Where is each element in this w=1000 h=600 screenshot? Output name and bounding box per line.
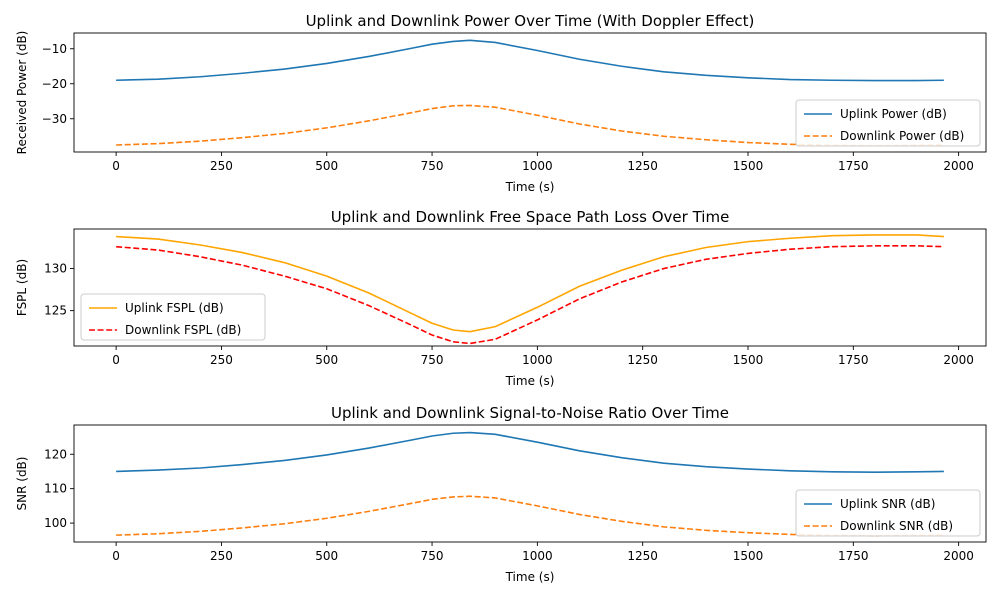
x-tick-label: 0 xyxy=(112,549,120,563)
x-tick-label: 750 xyxy=(421,353,444,367)
axes-frame xyxy=(73,32,987,153)
x-tick-label: 1500 xyxy=(733,549,764,563)
y-tick-label: 110 xyxy=(44,482,67,496)
x-axis-label: Time (s) xyxy=(505,570,555,584)
x-tick-label: 0 xyxy=(112,353,120,367)
y-tick-label: −20 xyxy=(42,77,67,91)
legend-label: Downlink Power (dB) xyxy=(840,129,964,143)
x-tick-label: 1250 xyxy=(627,353,658,367)
axes-frame xyxy=(73,424,987,543)
x-axis-label: Time (s) xyxy=(505,180,555,194)
chart-panel-2: 0 250 500 750 1000 1250 1500 1750 2000 125 130 Upli… xyxy=(15,208,987,388)
x-tick-label: 500 xyxy=(315,159,338,173)
x-tick-label: 2000 xyxy=(943,159,974,173)
chart-panel-3: 0 250 500 750 1000 1250 1500 1750 2000 100 110 120 U… xyxy=(15,404,987,584)
y-tick-label: −30 xyxy=(42,112,67,126)
y-tick-label: 100 xyxy=(44,516,67,530)
x-tick-label: 1750 xyxy=(838,353,869,367)
x-tick-label: 750 xyxy=(421,159,444,173)
x-tick-label: 2000 xyxy=(943,353,974,367)
x-tick-label: 1250 xyxy=(627,549,658,563)
x-tick-label: 1000 xyxy=(522,549,553,563)
legend: Uplink FSPL (dB) Downlink FSPL (dB) xyxy=(80,293,266,341)
chart-title: Uplink and Downlink Free Space Path Loss… xyxy=(331,208,730,226)
legend-box xyxy=(80,293,266,341)
y-axis-label: FSPL (dB) xyxy=(15,259,29,316)
chart-panel-1: 0 250 500 750 1000 1250 1500 1750 2000 −30 −20 −10 U… xyxy=(15,12,987,194)
axes-frame xyxy=(73,228,987,347)
series-line-2 xyxy=(116,245,944,345)
legend-box xyxy=(795,99,981,147)
x-tick-label: 1750 xyxy=(838,159,869,173)
legend-label: Downlink FSPL (dB) xyxy=(125,323,241,337)
x-tick-label: 0 xyxy=(112,159,120,173)
x-tick-label: 250 xyxy=(210,159,233,173)
legend-box xyxy=(795,489,981,537)
x-tick-label: 500 xyxy=(315,549,338,563)
chart-title: Uplink and Downlink Signal-to-Noise Rati… xyxy=(331,404,729,422)
legend-label: Uplink Power (dB) xyxy=(840,107,947,121)
legend-label: Uplink SNR (dB) xyxy=(840,497,935,511)
x-tick-label: 2000 xyxy=(943,549,974,563)
y-tick-label: 120 xyxy=(44,447,67,461)
legend-label: Uplink FSPL (dB) xyxy=(125,301,224,315)
chart-title: Uplink and Downlink Power Over Time (Wit… xyxy=(306,12,755,30)
legend: Uplink Power (dB) Downlink Power (dB) xyxy=(795,99,981,147)
x-axis-label: Time (s) xyxy=(505,374,555,388)
y-tick-label: 125 xyxy=(44,304,67,318)
series-line-1 xyxy=(116,234,944,333)
x-tick-label: 1750 xyxy=(838,549,869,563)
x-tick-label: 1500 xyxy=(733,159,764,173)
y-axis-label: SNR (dB) xyxy=(15,457,29,511)
x-tick-label: 1000 xyxy=(522,159,553,173)
x-tick-label: 250 xyxy=(210,549,233,563)
legend-label: Downlink SNR (dB) xyxy=(840,519,953,533)
y-axis-label: Received Power (dB) xyxy=(15,31,29,155)
y-tick-label: −10 xyxy=(42,42,67,56)
x-tick-label: 1000 xyxy=(522,353,553,367)
legend: Uplink SNR (dB) Downlink SNR (dB) xyxy=(795,489,981,537)
x-tick-label: 1250 xyxy=(627,159,658,173)
series-line-1 xyxy=(116,39,944,82)
x-tick-label: 250 xyxy=(210,353,233,367)
x-tick-label: 750 xyxy=(421,549,444,563)
x-tick-label: 1500 xyxy=(733,353,764,367)
y-tick-label: 130 xyxy=(44,262,67,276)
series-line-1 xyxy=(116,431,944,473)
x-tick-label: 500 xyxy=(315,353,338,367)
